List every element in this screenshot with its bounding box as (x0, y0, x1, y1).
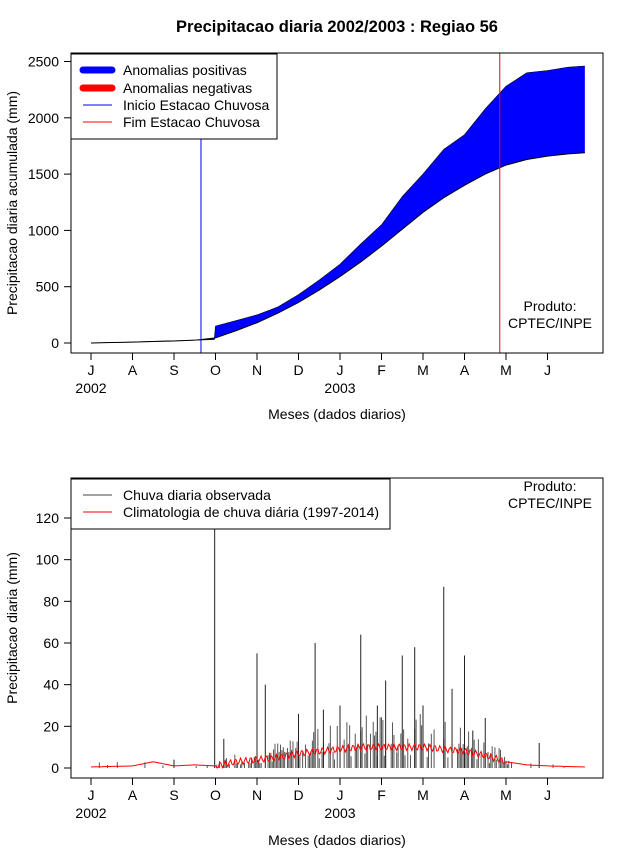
month-tick-label: S (169, 362, 178, 378)
legend-end-season: Fim Estacao Chuvosa (123, 114, 260, 130)
month-tick-label: J (337, 787, 344, 803)
month-tick-label: M (417, 362, 429, 378)
y-tick-label-top: 0 (51, 335, 59, 351)
y-tick-label-bottom: 100 (36, 552, 60, 568)
month-tick-label: F (377, 362, 386, 378)
y-axis-label-top: Precipitacao diaria acumulada (mm) (4, 91, 20, 315)
y-tick-label-bottom: 60 (43, 635, 59, 651)
month-tick-label: J (337, 362, 344, 378)
x-axis-label-bottom: Meses (dados diarios) (268, 832, 406, 848)
chart-title: Precipitacao diaria 2002/2003 : Regiao 5… (176, 18, 498, 36)
y-tick-label-top: 2500 (28, 54, 59, 70)
anomaly-area-group (90, 65, 585, 344)
climatology-line (90, 742, 585, 770)
legend-top: Anomalias positivas Anomalias negativas … (70, 53, 278, 140)
month-tick-label: M (417, 787, 429, 803)
product-source-top: CPTEC/INPE (508, 315, 592, 331)
cumulative-observed-line (90, 65, 585, 344)
x-axis-label-top: Meses (dados diarios) (268, 406, 406, 422)
month-tick-label: A (128, 362, 138, 378)
legend-negative-anomaly: Anomalias negativas (123, 80, 252, 96)
year-label-2002: 2002 (75, 805, 106, 821)
month-tick-label: D (293, 362, 303, 378)
month-tick-label: N (252, 362, 262, 378)
legend-box-bottom (70, 478, 391, 530)
month-tick-label: A (460, 362, 470, 378)
daily-bars-group (98, 507, 565, 768)
month-tick-label: O (210, 787, 221, 803)
month-tick-label: M (500, 787, 512, 803)
year-label-2002: 2002 (75, 380, 106, 396)
month-tick-label: J (544, 362, 551, 378)
month-tick-label: N (252, 787, 262, 803)
month-tick-label: J (88, 787, 95, 803)
y-tick-label-top: 2000 (28, 110, 59, 126)
daily-chart: 0 20 40 60 80 100 120 J A S O N D J F M A M J 2002 2003 Pre… (4, 477, 604, 848)
y-tick-label-bottom: 120 (36, 510, 60, 526)
x-axis-top: J A S O N D J F M A M J 2002 2003 (75, 352, 551, 396)
legend-bottom: Chuva diaria observada Climatologia de c… (70, 478, 391, 530)
legend-observed-rain: Chuva diaria observada (123, 487, 271, 503)
month-tick-label: S (169, 787, 178, 803)
y-tick-label-bottom: 80 (43, 593, 59, 609)
product-label-bottom: Produto: (524, 478, 577, 494)
y-tick-label-bottom: 40 (43, 677, 59, 693)
y-axis-label-bottom: Precipitacao diaria (mm) (4, 552, 20, 704)
y-tick-label-bottom: 20 (43, 718, 59, 734)
month-tick-label: M (500, 362, 512, 378)
legend-climatology: Climatologia de chuva diária (1997-2014) (123, 504, 379, 520)
y-axis-bottom: 0 20 40 60 80 100 120 (36, 510, 72, 776)
month-tick-label: A (128, 787, 138, 803)
month-tick-label: J (88, 362, 95, 378)
positive-anomaly-area (91, 66, 585, 343)
y-tick-label-top: 1500 (28, 166, 59, 182)
product-label-top: Produto: (524, 298, 577, 314)
y-tick-label-top: 1000 (28, 222, 59, 238)
year-label-2003: 2003 (324, 805, 355, 821)
month-tick-label: D (293, 787, 303, 803)
y-axis-top: 0 500 1000 1500 2000 2500 (28, 54, 72, 351)
y-tick-label-bottom: 0 (51, 760, 59, 776)
x-axis-bottom: J A S O N D J F M A M J 2002 2003 (75, 777, 551, 821)
y-tick-label-top: 500 (36, 279, 60, 295)
legend-positive-anomaly: Anomalias positivas (123, 62, 247, 78)
product-source-bottom: CPTEC/INPE (508, 495, 592, 511)
month-tick-label: F (377, 787, 386, 803)
cumulative-chart: 0 500 1000 1500 2000 2500 J A S O N D J F M A M J 2002 200… (4, 52, 604, 422)
month-tick-label: A (460, 787, 470, 803)
month-tick-label: J (544, 787, 551, 803)
year-label-2003: 2003 (324, 380, 355, 396)
legend-start-season: Inicio Estacao Chuvosa (123, 97, 270, 113)
month-tick-label: O (210, 362, 221, 378)
